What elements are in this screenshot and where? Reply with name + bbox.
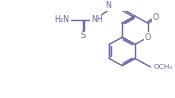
Text: N: N (105, 0, 111, 10)
Text: O: O (153, 13, 159, 22)
Text: NH: NH (91, 15, 103, 24)
Text: OCH₃: OCH₃ (153, 64, 172, 70)
Text: O: O (145, 33, 151, 42)
Text: H₂N: H₂N (55, 15, 70, 24)
Text: S: S (80, 31, 85, 40)
